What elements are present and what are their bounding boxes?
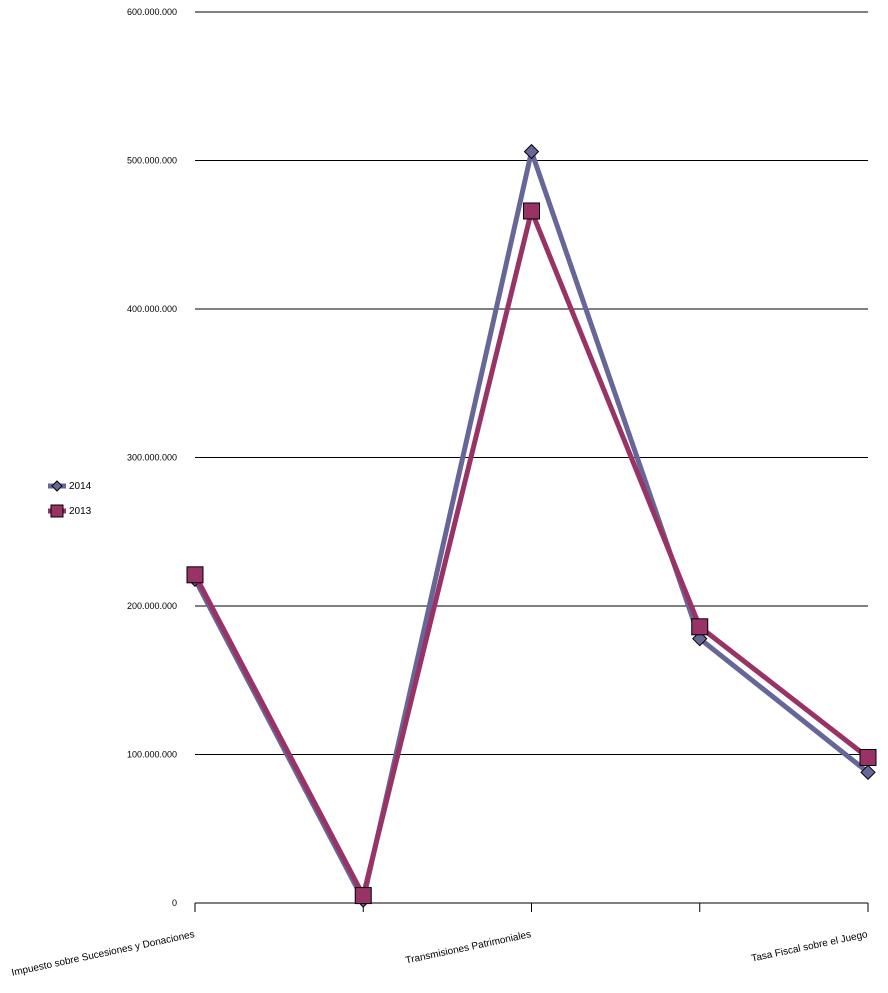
data-point-square bbox=[50, 504, 64, 518]
series-2013 bbox=[186, 202, 877, 905]
x-category-label: Impuesto sobre Sucesiones y Donaciones bbox=[11, 929, 196, 979]
x-category-label: Transmisiones Patrimoniales bbox=[405, 929, 533, 966]
legend-item-2013: 2013 bbox=[48, 504, 92, 518]
y-axis-ticks: 0 100.000.000 200.000.000 300.000.000 400.00… bbox=[127, 7, 177, 908]
data-point-square bbox=[523, 202, 540, 220]
series-line bbox=[192, 149, 870, 903]
y-tick-label: 100.000.000 bbox=[127, 750, 177, 760]
y-tick-label: 200.000.000 bbox=[127, 601, 177, 611]
data-point-square bbox=[186, 566, 204, 584]
series-lines bbox=[186, 143, 877, 908]
data-point-diamond bbox=[523, 143, 540, 160]
y-tick-label: 0 bbox=[172, 898, 177, 908]
y-tick-label: 600.000.000 bbox=[127, 7, 177, 17]
series-2014 bbox=[187, 143, 876, 908]
data-point-square bbox=[354, 887, 372, 905]
data-point-square bbox=[691, 618, 709, 636]
legend: 2014 2013 bbox=[48, 480, 92, 518]
x-axis: Impuesto sobre Sucesiones y Donaciones Tr… bbox=[11, 903, 869, 979]
y-tick-label: 500.000.000 bbox=[127, 156, 177, 166]
y-tick-label: 400.000.000 bbox=[127, 304, 177, 314]
data-point-diamond bbox=[860, 764, 876, 781]
x-category-label: Tasa Fiscal sobre el Juego bbox=[751, 929, 870, 964]
legend-label: 2014 bbox=[69, 481, 92, 492]
legend-item-2014: 2014 bbox=[48, 480, 92, 492]
series-line bbox=[192, 208, 870, 899]
data-point-diamond bbox=[51, 480, 63, 492]
legend-label: 2013 bbox=[69, 506, 92, 517]
y-tick-label: 300.000.000 bbox=[127, 453, 177, 463]
data-point-square bbox=[859, 748, 877, 766]
